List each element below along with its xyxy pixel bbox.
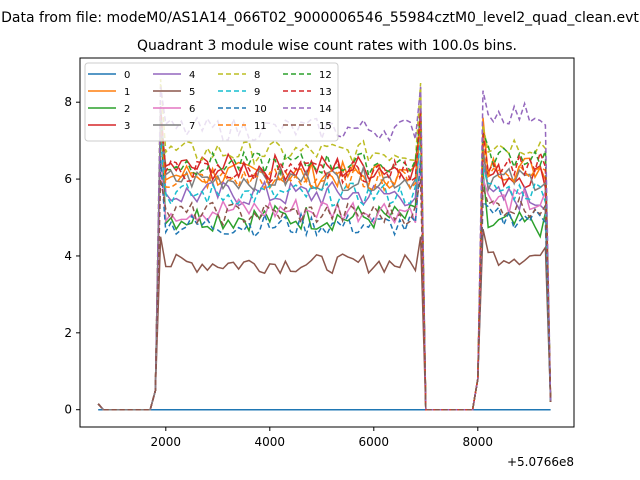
legend-label-10: 10 xyxy=(254,104,267,115)
legend-label-1: 1 xyxy=(124,87,130,98)
legend-label-3: 3 xyxy=(124,121,130,132)
legend-label-12: 12 xyxy=(319,70,332,81)
legend-label-6: 6 xyxy=(189,104,195,115)
legend-label-4: 4 xyxy=(189,70,195,81)
chart-title: Quadrant 3 module wise count rates with … xyxy=(137,38,517,54)
plot-frame xyxy=(79,57,575,428)
legend-label-9: 9 xyxy=(254,87,260,98)
x-axis: 2000 4000 6000 8000 xyxy=(151,427,494,449)
y-axis: 0 2 4 6 8 xyxy=(64,95,80,417)
y-tick-label: 2 xyxy=(64,326,72,340)
legend-label-15: 15 xyxy=(319,121,332,132)
series-line-10 xyxy=(97,159,552,411)
legend-label-13: 13 xyxy=(319,87,332,98)
legend-label-5: 5 xyxy=(189,87,195,98)
figure-suptitle: Data from file: modeM0/AS1A14_066T02_900… xyxy=(1,10,639,26)
legend-label-8: 8 xyxy=(254,70,260,81)
y-tick-label: 4 xyxy=(64,249,72,263)
legend-label-7: 7 xyxy=(189,121,195,132)
legend-frame xyxy=(84,62,339,142)
x-tick-label: 4000 xyxy=(255,435,286,449)
y-tick-label: 0 xyxy=(64,403,72,417)
y-tick-label: 8 xyxy=(64,95,72,109)
legend-label-0: 0 xyxy=(124,70,130,81)
series-layer xyxy=(97,79,552,411)
x-tick-label: 6000 xyxy=(359,435,390,449)
plot-area xyxy=(79,57,575,428)
series-line-9 xyxy=(97,140,552,411)
legend-label-14: 14 xyxy=(319,104,332,115)
y-tick-label: 6 xyxy=(64,172,72,186)
x-tick-label: 8000 xyxy=(463,435,494,449)
x-offset-label: +5.0766e8 xyxy=(507,455,574,469)
legend-label-11: 11 xyxy=(254,121,267,132)
legend-label-2: 2 xyxy=(124,104,130,115)
x-tick-label: 2000 xyxy=(151,435,182,449)
